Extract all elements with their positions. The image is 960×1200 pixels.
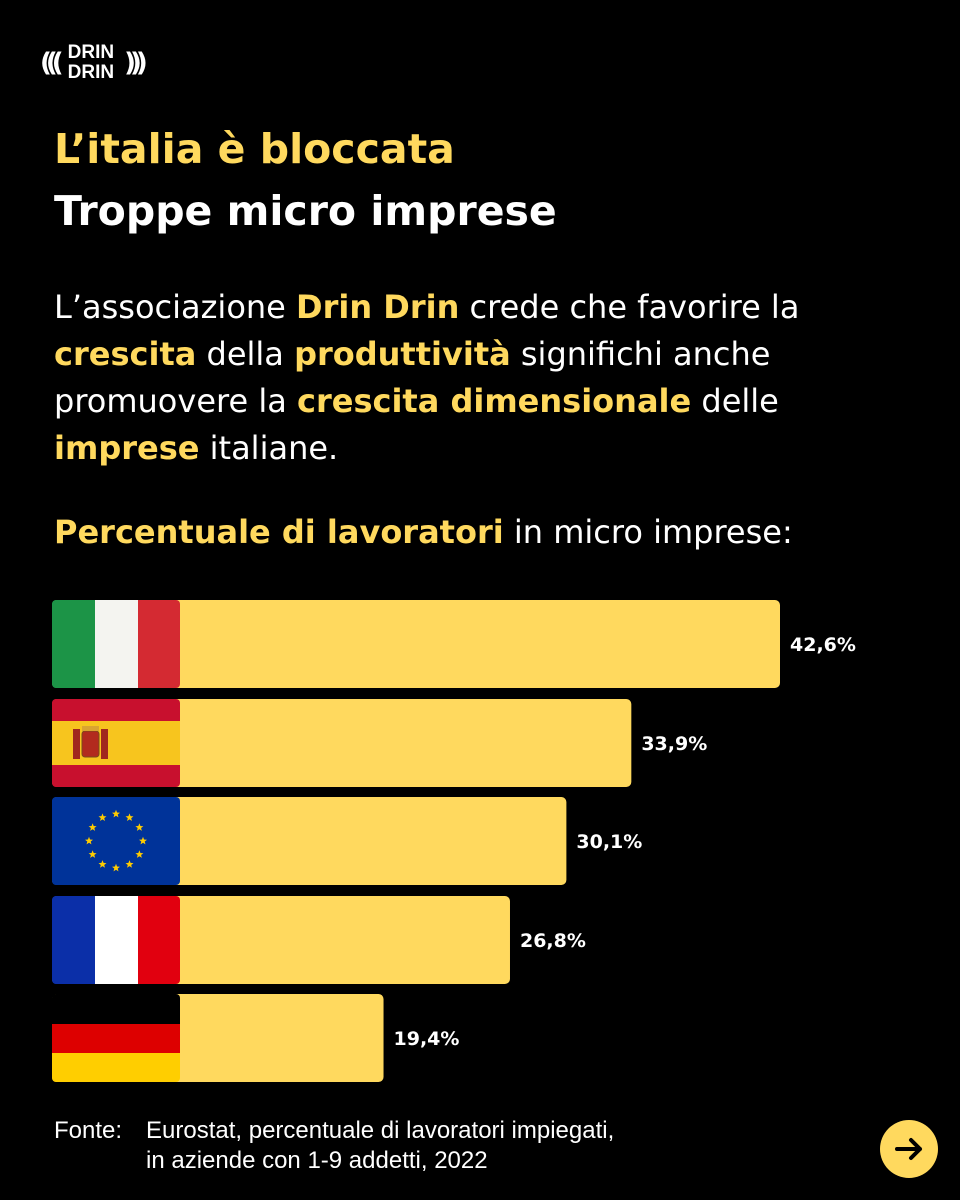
intro-highlight: Drin Drin bbox=[296, 288, 460, 326]
logo-wordmark: DRIN DRIN bbox=[68, 43, 114, 83]
eu-star-icon bbox=[135, 850, 144, 858]
bar-spagna bbox=[52, 699, 632, 787]
eu-star-icon bbox=[112, 809, 120, 818]
intro-text: delle bbox=[691, 382, 779, 420]
arrow-right-icon bbox=[895, 1138, 922, 1160]
bar-value-label: 26,8% bbox=[520, 930, 586, 952]
logo: ((( DRIN DRIN ))) bbox=[40, 38, 148, 88]
spain-flag-icon bbox=[52, 699, 180, 787]
bar-value-label: 33,9% bbox=[641, 733, 707, 755]
source-label: Fonte: bbox=[54, 1117, 123, 1144]
chart-subtitle-highlight: Percentuale di lavoratori bbox=[54, 513, 504, 551]
italy-flag-icon bbox=[52, 600, 180, 688]
next-arrow-button[interactable] bbox=[880, 1120, 938, 1178]
eu-star-icon bbox=[112, 863, 120, 872]
intro-text: significhi anche promuovere la bbox=[54, 335, 771, 420]
bar-unione-europea bbox=[52, 797, 567, 885]
eu-star-icon bbox=[88, 850, 97, 858]
title-line-1: L’italia è bloccata bbox=[54, 125, 455, 173]
intro-text: italiane. bbox=[199, 429, 339, 467]
source-line-1: Eurostat, percentuale di lavoratori impi… bbox=[146, 1117, 615, 1144]
intro-text: crede che favorire la bbox=[459, 288, 800, 326]
eu-star-icon bbox=[98, 860, 107, 868]
source-line-2: in aziende con 1-9 addetti, 2022 bbox=[146, 1147, 488, 1174]
bar-value-label: 19,4% bbox=[394, 1028, 460, 1050]
france-flag-icon bbox=[52, 896, 180, 984]
eu-star-icon bbox=[125, 813, 134, 822]
intro-highlight: crescita dimensionale bbox=[296, 382, 692, 420]
chart-subtitle: Percentuale di lavoratori in micro impre… bbox=[54, 508, 793, 556]
bar-value-label: 30,1% bbox=[576, 831, 642, 853]
eu-star-icon bbox=[135, 823, 144, 831]
eu-star-icon bbox=[139, 836, 147, 845]
intro-highlight: produttività bbox=[294, 335, 511, 373]
intro-highlight: imprese bbox=[54, 429, 200, 467]
intro-text: della bbox=[196, 335, 295, 373]
source-note: Fonte: Eurostat, percentuale di lavorator… bbox=[54, 1116, 614, 1176]
eu-star-icon bbox=[85, 836, 93, 845]
intro-highlight: crescita bbox=[54, 335, 197, 373]
intro-paragraph: L’associazione Drin Drin crede che favor… bbox=[54, 284, 934, 472]
eu-star-icon bbox=[98, 813, 107, 822]
bar-italia bbox=[52, 600, 780, 688]
intro-text: L’associazione bbox=[54, 288, 297, 326]
eu-star-icon bbox=[125, 860, 134, 868]
bar-value-label: 42,6% bbox=[790, 634, 856, 656]
eu-flag-icon bbox=[52, 797, 180, 885]
logo-line-2: DRIN bbox=[67, 62, 115, 83]
germany-flag-icon bbox=[52, 994, 180, 1082]
logo-line-1: DRIN bbox=[67, 42, 115, 63]
eu-star-icon bbox=[88, 823, 97, 831]
title-line-2: Troppe micro imprese bbox=[54, 187, 557, 235]
chart-subtitle-rest: in micro imprese: bbox=[503, 513, 793, 551]
